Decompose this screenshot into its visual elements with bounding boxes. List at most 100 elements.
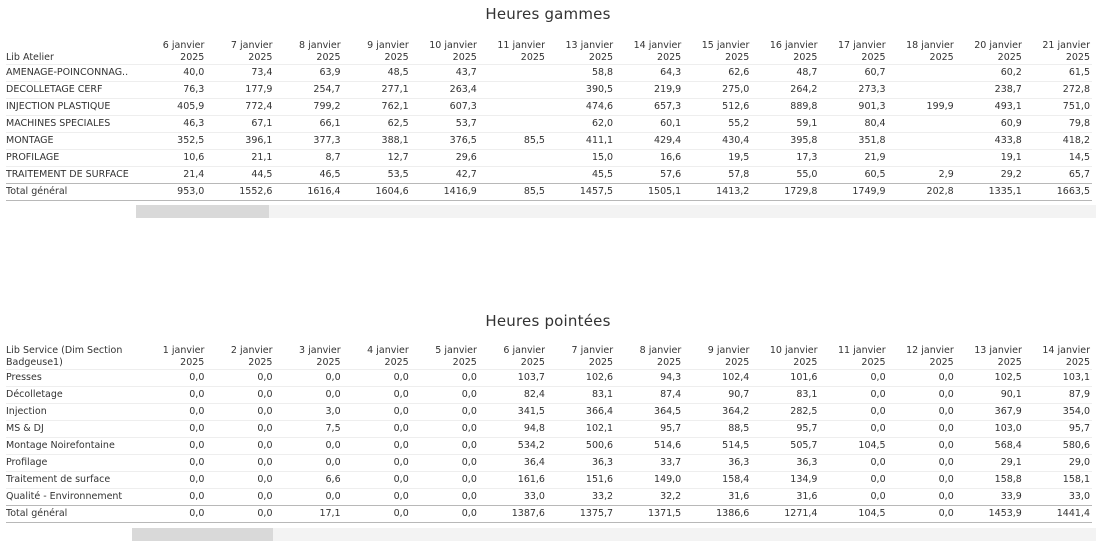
- gammes-cell: [887, 64, 956, 82]
- gammes-cell: 16,6: [615, 149, 684, 167]
- pointees-cell: 0,0: [138, 420, 207, 438]
- gammes-column-day: 17 janvier: [838, 40, 886, 51]
- gammes-column-header[interactable]: 6 janvier 2025: [138, 40, 206, 65]
- gammes-title: Heures gammes: [485, 5, 611, 23]
- gammes-cell: [478, 149, 547, 167]
- pointees-total-row[interactable]: Total général 0,0 0,0 17,1 0,0 0,0 1387,6 1375,…: [6, 505, 1092, 523]
- pointees-table-row[interactable]: Traitement de surface 0,0 0,0 6,6 0,0 0,0 161,…: [6, 471, 1092, 489]
- pointees-cell: 0,0: [138, 386, 207, 404]
- pointees-cell: 0,0: [206, 437, 275, 455]
- pointees-table-row[interactable]: Injection 0,0 0,0 3,0 0,0 0,0 341,5 366,4 364,5 3…: [6, 403, 1092, 421]
- pointees-column-header[interactable]: 2 janvier 2025: [206, 345, 274, 370]
- gammes-cell: 762,1: [342, 98, 411, 116]
- pointees-table-row[interactable]: Profilage 0,0 0,0 0,0 0,0 0,0 36,4 36,3 33,7 36,3…: [6, 454, 1092, 472]
- pointees-cell: 36,3: [546, 454, 616, 472]
- pointees-column-day: 10 janvier: [769, 345, 818, 356]
- pointees-cell: 82,4: [478, 386, 547, 404]
- gammes-table-row[interactable]: PROFILAGE 10,6 21,1 8,7 12,7 29,6 15,0 16,6 19,5…: [6, 149, 1092, 167]
- pointees-cell: 103,7: [478, 369, 547, 387]
- gammes-column-header[interactable]: 17 janvier 2025: [819, 40, 887, 65]
- gammes-cell: 63,9: [274, 64, 343, 82]
- gammes-cell: 46,5: [274, 166, 343, 184]
- pointees-column-header[interactable]: 13 janvier 2025: [956, 345, 1024, 370]
- gammes-column-header[interactable]: 8 janvier 2025: [274, 40, 342, 65]
- gammes-total-row[interactable]: Total général 953,0 1552,6 1616,4 1604,6 1416…: [6, 183, 1092, 201]
- gammes-cell: 1505,1: [615, 183, 684, 201]
- pointees-cell: 0,0: [887, 505, 956, 523]
- gammes-table-row[interactable]: AMENAGE-POINCONNAG.. 40,0 73,4 63,9 48,5 43,7…: [6, 64, 1092, 82]
- pointees-column-header[interactable]: 14 janvier 2025: [1024, 345, 1092, 370]
- gammes-cell: 48,7: [751, 64, 820, 82]
- pointees-column-header[interactable]: 6 janvier 2025: [479, 345, 547, 370]
- pointees-table-row[interactable]: Montage Noirefontaine 0,0 0,0 0,0 0,0 0,0 534,…: [6, 437, 1092, 455]
- gammes-column-header[interactable]: 20 janvier 2025: [956, 40, 1024, 65]
- gammes-column-header[interactable]: 21 janvier 2025: [1024, 40, 1092, 65]
- gammes-column-header[interactable]: 9 janvier 2025: [343, 40, 411, 65]
- pointees-column-header[interactable]: 8 janvier 2025: [615, 345, 683, 370]
- pointees-scrollbar-thumb[interactable]: [132, 528, 273, 541]
- gammes-row-header[interactable]: Lib Atelier: [6, 40, 138, 65]
- pointees-column-header[interactable]: 5 janvier 2025: [411, 345, 479, 370]
- pointees-column-header[interactable]: 9 janvier 2025: [683, 345, 751, 370]
- gammes-cell: 57,8: [683, 166, 752, 184]
- pointees-table-row[interactable]: Décolletage 0,0 0,0 0,0 0,0 0,0 82,4 83,1 87,4 90…: [6, 386, 1092, 404]
- gammes-cell: 177,9: [206, 81, 275, 99]
- pointees-column-header[interactable]: 1 janvier 2025: [138, 345, 206, 370]
- gammes-cell: 42,7: [410, 166, 479, 184]
- pointees-cell: 17,1: [274, 505, 343, 523]
- gammes-column-day: 15 janvier: [701, 40, 750, 51]
- pointees-column-header[interactable]: 3 janvier 2025: [274, 345, 342, 370]
- pointees-cell: 33,0: [478, 488, 547, 506]
- pointees-column-header[interactable]: 4 janvier 2025: [343, 345, 411, 370]
- gammes-column-header[interactable]: 16 janvier 2025: [751, 40, 819, 65]
- gammes-table-row[interactable]: MONTAGE 352,5 396,1 377,3 388,1 376,5 85,5 411,…: [6, 132, 1092, 150]
- pointees-column-day: 8 janvier: [639, 345, 682, 356]
- pointees-row-header-line2: Badgeuse1): [6, 357, 63, 368]
- pointees-table-row[interactable]: Qualité - Environnement 0,0 0,0 0,0 0,0 0,0 33…: [6, 488, 1092, 506]
- gammes-table-row[interactable]: MACHINES SPECIALES 46,3 67,1 66,1 62,5 53,7 62…: [6, 115, 1092, 133]
- pointees-cell: 1453,9: [955, 505, 1024, 523]
- pointees-column-header[interactable]: 7 janvier 2025: [547, 345, 615, 370]
- pointees-horizontal-scrollbar[interactable]: [132, 528, 1096, 541]
- gammes-column-header[interactable]: 18 janvier 2025: [888, 40, 956, 65]
- pointees-column-header[interactable]: 10 janvier 2025: [751, 345, 819, 370]
- pointees-cell: 104,5: [819, 505, 888, 523]
- pointees-cell: 500,6: [546, 437, 616, 455]
- pointees-cell: 29,1: [955, 454, 1024, 472]
- pointees-row-header[interactable]: Lib Service (Dim Section Badgeuse1): [6, 345, 138, 370]
- gammes-column-header[interactable]: 13 janvier 2025: [547, 40, 615, 65]
- gammes-cell: 79,8: [1023, 115, 1092, 133]
- pointees-column-header[interactable]: 12 janvier 2025: [888, 345, 956, 370]
- pointees-table-row[interactable]: Presses 0,0 0,0 0,0 0,0 0,0 103,7 102,6 94,3 102,…: [6, 369, 1092, 387]
- pointees-column-header[interactable]: 11 janvier 2025: [819, 345, 887, 370]
- gammes-cell: 411,1: [546, 132, 616, 150]
- gammes-table-row[interactable]: DECOLLETAGE CERF 76,3 177,9 254,7 277,1 263,4…: [6, 81, 1092, 99]
- gammes-table-row[interactable]: INJECTION PLASTIQUE 405,9 772,4 799,2 762,1 6…: [6, 98, 1092, 116]
- gammes-cell: 59,1: [751, 115, 820, 133]
- pointees-cell: 0,0: [410, 505, 479, 523]
- gammes-cell: 53,5: [342, 166, 411, 184]
- pointees-cell: 0,0: [206, 454, 275, 472]
- pointees-table-row[interactable]: MS & DJ 0,0 0,0 7,5 0,0 0,0 94,8 102,1 95,7 88,5 9…: [6, 420, 1092, 438]
- gammes-row-label: INJECTION PLASTIQUE: [6, 98, 139, 116]
- pointees-cell: 0,0: [138, 403, 207, 421]
- gammes-column-header[interactable]: 11 janvier 2025: [479, 40, 547, 65]
- pointees-row-label: Traitement de surface: [6, 471, 139, 489]
- pointees-cell: 87,9: [1023, 386, 1092, 404]
- gammes-table-row[interactable]: TRAITEMENT DE SURFACE 21,4 44,5 46,5 53,5 42,…: [6, 166, 1092, 184]
- gammes-column-day: 21 janvier: [1042, 40, 1090, 51]
- gammes-horizontal-scrollbar[interactable]: [136, 205, 1096, 218]
- gammes-cell: [478, 81, 547, 99]
- pointees-cell: 0,0: [206, 505, 275, 523]
- gammes-column-header[interactable]: 14 janvier 2025: [615, 40, 683, 65]
- pointees-column-year: 2025: [793, 357, 818, 368]
- pointees-cell: 0,0: [342, 454, 411, 472]
- gammes-cell: 15,0: [546, 149, 616, 167]
- gammes-scrollbar-thumb[interactable]: [136, 205, 269, 218]
- gammes-cell: 55,0: [751, 166, 820, 184]
- gammes-column-header[interactable]: 10 janvier 2025: [411, 40, 479, 65]
- gammes-cell: 19,1: [955, 149, 1024, 167]
- pointees-cell: 0,0: [410, 420, 479, 438]
- gammes-column-header[interactable]: 15 janvier 2025: [683, 40, 751, 65]
- gammes-column-header[interactable]: 7 janvier 2025: [206, 40, 274, 65]
